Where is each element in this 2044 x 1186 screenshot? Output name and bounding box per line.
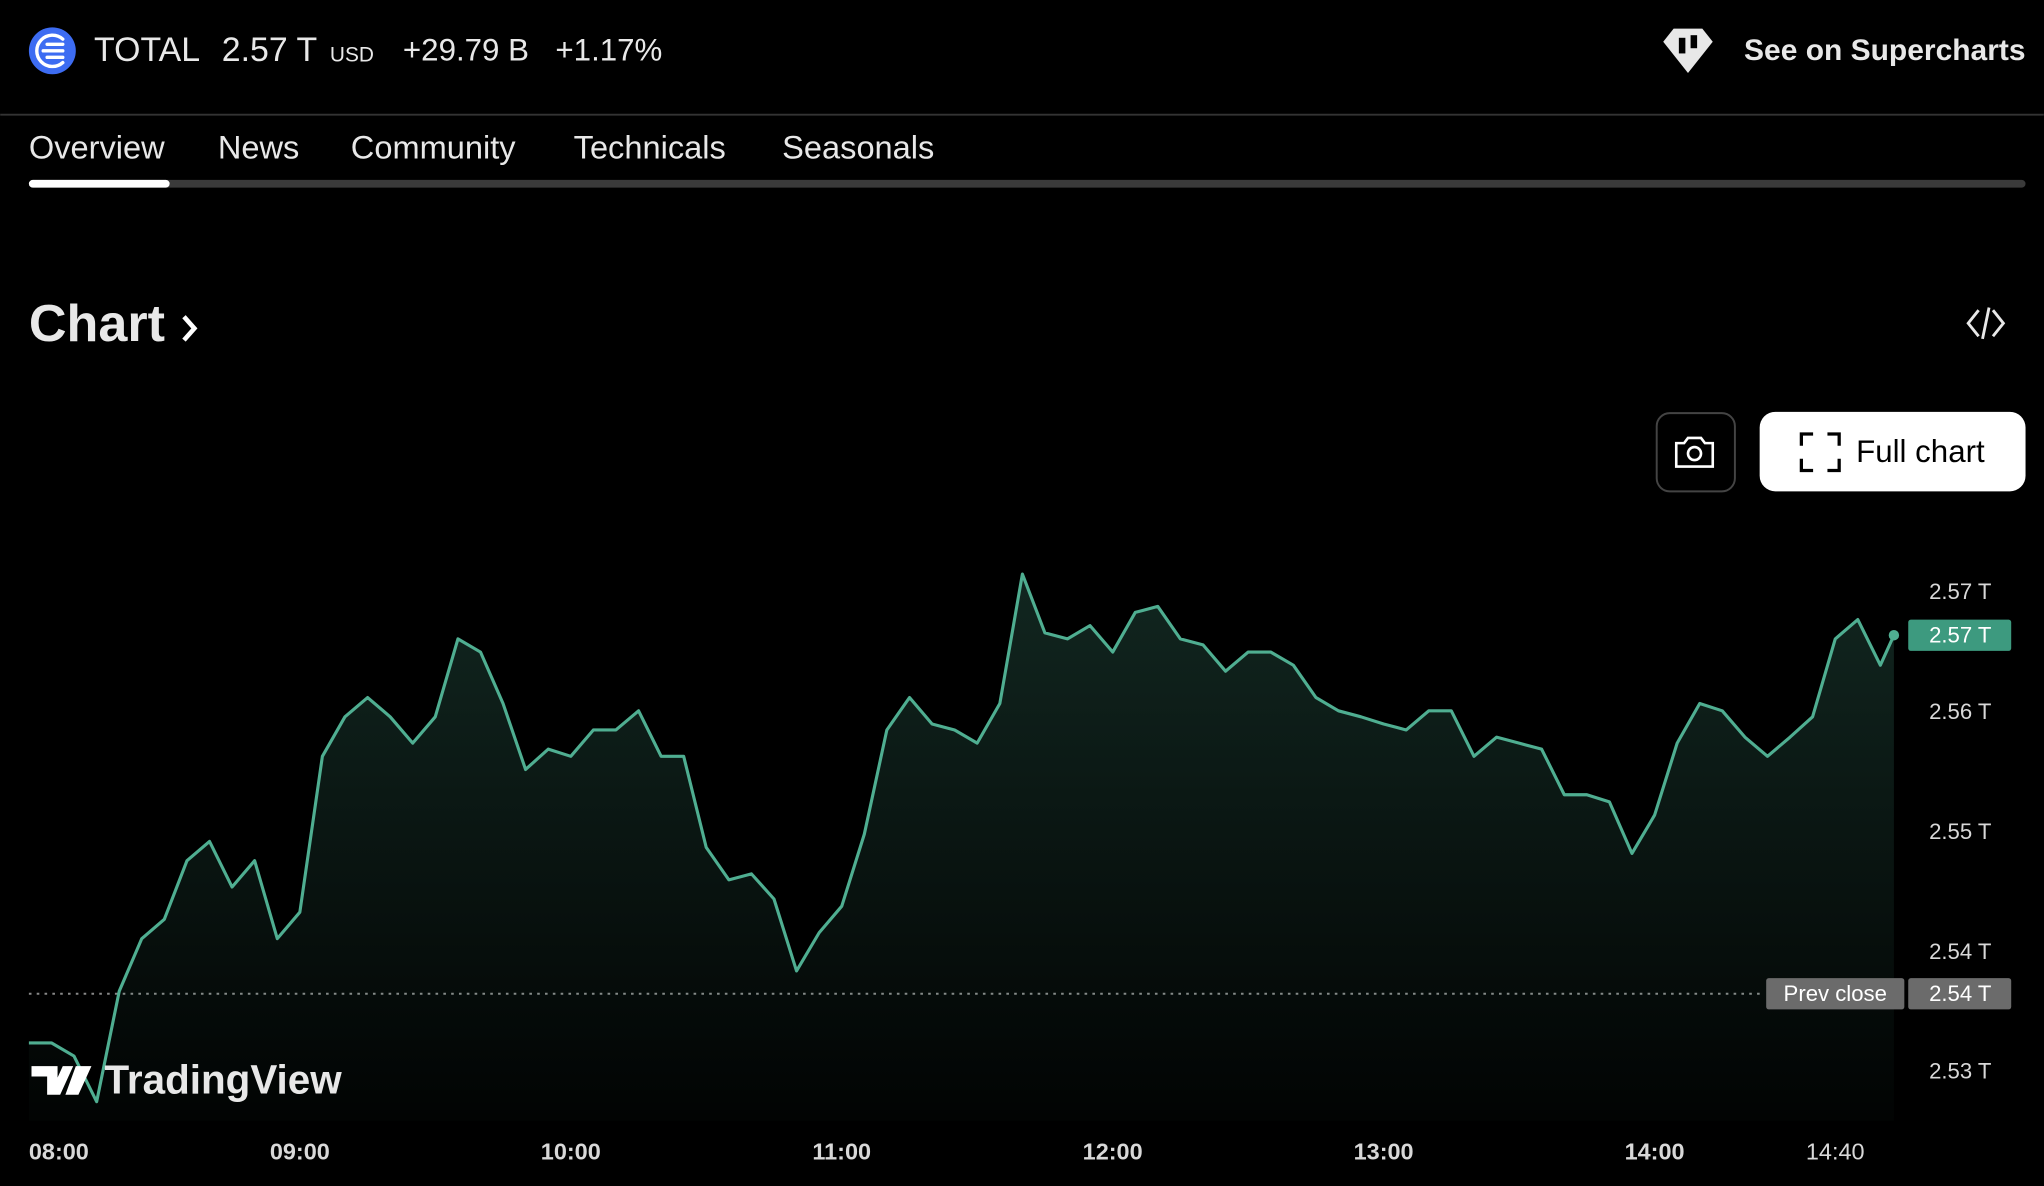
- x-tick-label: 14:40: [1806, 1139, 1865, 1165]
- supercharts-icon[interactable]: [1663, 28, 1713, 73]
- section-title[interactable]: Chart: [29, 295, 165, 353]
- y-tick-label: 2.57 T: [1929, 579, 1992, 604]
- tabs: Overview News Community Technicals Seasonals: [29, 129, 934, 165]
- x-tick-label: 14:00: [1625, 1139, 1685, 1165]
- last-price-box: [1908, 619, 2012, 651]
- x-tick-label: 10:00: [541, 1139, 601, 1165]
- x-tick-label: 12:00: [1083, 1139, 1143, 1165]
- tab-indicator: [28, 179, 170, 188]
- icon-candle: [1678, 37, 1686, 54]
- last-point: [1888, 630, 1900, 641]
- watermark-logo: [31, 1066, 92, 1095]
- prev-close-label: Prev close: [1784, 981, 1887, 1006]
- prev-close-tag: [1766, 978, 1905, 1010]
- x-tick-label: 13:00: [1354, 1139, 1414, 1165]
- full-chart-button[interactable]: [1759, 411, 2026, 492]
- change-percent: +1.17%: [555, 32, 662, 67]
- tab[interactable]: Community: [351, 129, 516, 165]
- y-tick-label: 2.56 T: [1929, 699, 1992, 724]
- y-tick-label: 2.53 T: [1929, 1059, 1992, 1084]
- plot: 2.53 T 2.54 T 2.55 T 2.56 T 2.57 T 08:00 09:00…: [28, 572, 2012, 1165]
- tab[interactable]: Technicals: [574, 129, 726, 165]
- currency: USD: [330, 44, 374, 67]
- embed-icon[interactable]: [1966, 307, 2006, 340]
- last-price-label: 2.57 T: [1929, 622, 1992, 647]
- tab[interactable]: Overview: [29, 129, 165, 165]
- x-tick-label: 09:00: [270, 1139, 330, 1165]
- section-chevron[interactable]: [182, 315, 198, 342]
- camera-icon: [1674, 436, 1715, 468]
- icon-candle: [1690, 35, 1698, 49]
- full-chart-label[interactable]: Full chart: [1856, 434, 1985, 469]
- symbol-glyph: [35, 33, 65, 69]
- fullscreen-icon: [1799, 432, 1841, 473]
- snapshot-button[interactable]: [1655, 412, 1736, 493]
- y-tick-label: 2.55 T: [1929, 819, 1992, 844]
- prev-close-value: 2.54 T: [1929, 981, 1992, 1006]
- price-line: [28, 572, 1896, 1104]
- camera-lens: [1686, 445, 1703, 462]
- symbol: TOTAL: [94, 31, 200, 69]
- supercharts-link[interactable]: See on Supercharts: [1744, 34, 2025, 67]
- price: 2.57 T: [222, 31, 317, 69]
- x-tick-label: 08:00: [29, 1139, 89, 1165]
- tab[interactable]: Seasonals: [782, 129, 934, 165]
- prev-close-box: [1908, 978, 2012, 1010]
- tab[interactable]: News: [218, 129, 299, 165]
- x-tick-label: 11:00: [812, 1139, 871, 1165]
- price-area: [28, 574, 1894, 1121]
- y-tick-label: 2.54 T: [1929, 939, 1992, 964]
- change: +29.79 B: [403, 32, 529, 67]
- tab-track: [28, 179, 2026, 188]
- watermark: TradingView: [104, 1057, 342, 1103]
